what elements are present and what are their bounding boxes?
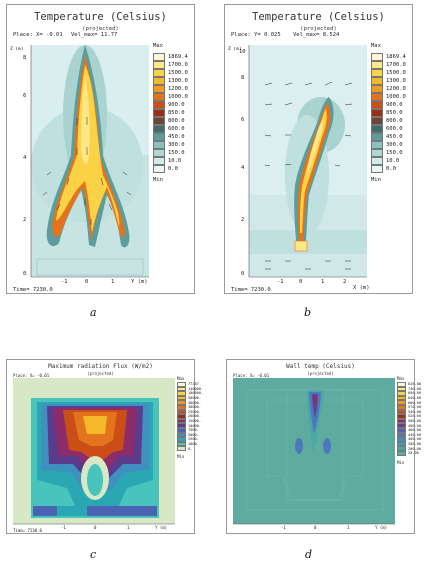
x-tick: -1 <box>61 279 68 285</box>
y-tick: 6 <box>241 117 245 123</box>
max-label: Max <box>397 376 405 381</box>
plot-c <box>13 378 175 525</box>
x-tick: -1 <box>277 279 284 285</box>
caption-d: d <box>305 548 313 561</box>
y-axis-label: Z (m) <box>10 47 24 52</box>
x-axis-label: Y (m) <box>155 525 168 530</box>
velmax-label: Vel_max= 8.524 <box>293 32 340 38</box>
x-tick: 0 <box>94 525 97 530</box>
x-tick: 1 <box>347 525 350 530</box>
min-label: Min <box>371 177 381 183</box>
velocity-vectors-a <box>42 117 132 225</box>
y-tick: 0 <box>23 271 27 277</box>
y-tick: 4 <box>23 155 27 161</box>
y-tick: 8 <box>241 75 245 81</box>
caption-c: c <box>90 548 97 561</box>
x-tick: 1 <box>127 525 130 530</box>
panel-b: Temperature (Celsius) (projected) Place:… <box>224 4 413 294</box>
color-legend-a: 1869.4 1700.0 1500.0 1300.0 1200.0 1000.… <box>153 53 188 173</box>
y-tick: 2 <box>241 217 245 223</box>
caption-b: b <box>304 306 312 319</box>
chart-title: Temperature (Celsius) <box>34 11 167 23</box>
panel-a: Temperature (Celsius) (projected) Place:… <box>6 4 195 294</box>
x-tick: -1 <box>281 525 286 530</box>
panel-d: Wall temp (Celsius) (projected) Place: X… <box>226 359 421 534</box>
min-label: Min <box>153 177 163 183</box>
plot-a <box>30 45 149 278</box>
velocity-vectors-b <box>264 81 353 270</box>
x-axis-label: Y (m) <box>131 279 148 285</box>
chart-title: Temperature (Celsius) <box>252 11 385 23</box>
max-label: Max <box>177 376 185 381</box>
y-tick: 2 <box>23 217 27 223</box>
y-tick: 10 <box>239 49 246 55</box>
color-legend-d: 828.00 740.00 690.00 640.00 600.00 570.0… <box>397 382 421 456</box>
x-tick: 1 <box>321 279 325 285</box>
y-axis-label: Z (m) <box>228 47 242 52</box>
min-label: Min <box>397 460 405 465</box>
plot-d <box>233 378 395 525</box>
max-label: Max <box>371 43 381 49</box>
chart-subtitle: (projected) <box>82 26 119 32</box>
chart-title: Wall temp (Celsius) <box>286 363 355 370</box>
x-tick: 2 <box>343 279 347 285</box>
y-tick: 4 <box>241 165 245 171</box>
chart-subtitle: (projected) <box>300 26 337 32</box>
y-tick: 0 <box>241 271 245 277</box>
time-label: Time= 7230.0 <box>13 528 42 533</box>
caption-a: a <box>90 306 97 319</box>
velmax-label: Vel_max= 11.77 <box>71 32 118 38</box>
x-tick: 0 <box>314 525 317 530</box>
chart-title: Maximum radiation Flux (W/m2) <box>48 363 153 370</box>
place-label: Place: Y= 0.025 <box>231 32 281 38</box>
plot-b <box>248 45 367 278</box>
time-label: Time= 7230.0 <box>13 287 53 293</box>
x-axis-label: Y (m) <box>375 525 388 530</box>
x-tick: 0 <box>299 279 303 285</box>
color-legend-b: 1869.4 1700.0 1500.0 1300.0 1200.0 1000.… <box>371 53 406 173</box>
y-tick: 6 <box>23 93 27 99</box>
time-label: Time= 7230.0 <box>231 287 271 293</box>
chart-subtitle: (projected) <box>87 371 114 376</box>
min-label: Min <box>177 454 185 459</box>
color-legend-c: 77187. 140000. 100000. 50000. 40000. 300… <box>177 382 203 451</box>
y-tick: 8 <box>23 55 27 61</box>
place-label: Place: X= -0.01 <box>233 373 270 378</box>
panel-c: Maximum radiation Flux (W/m2) (projected… <box>6 359 203 534</box>
max-label: Max <box>153 43 163 49</box>
x-axis-label: X (m) <box>353 285 370 291</box>
x-tick: 1 <box>111 279 115 285</box>
place-label: Place: X= -0.01 <box>13 32 63 38</box>
x-tick: 0 <box>85 279 89 285</box>
place-label: Place: X= -0.01 <box>13 373 50 378</box>
chart-subtitle: (projected) <box>307 371 334 376</box>
x-tick: -1 <box>61 525 66 530</box>
